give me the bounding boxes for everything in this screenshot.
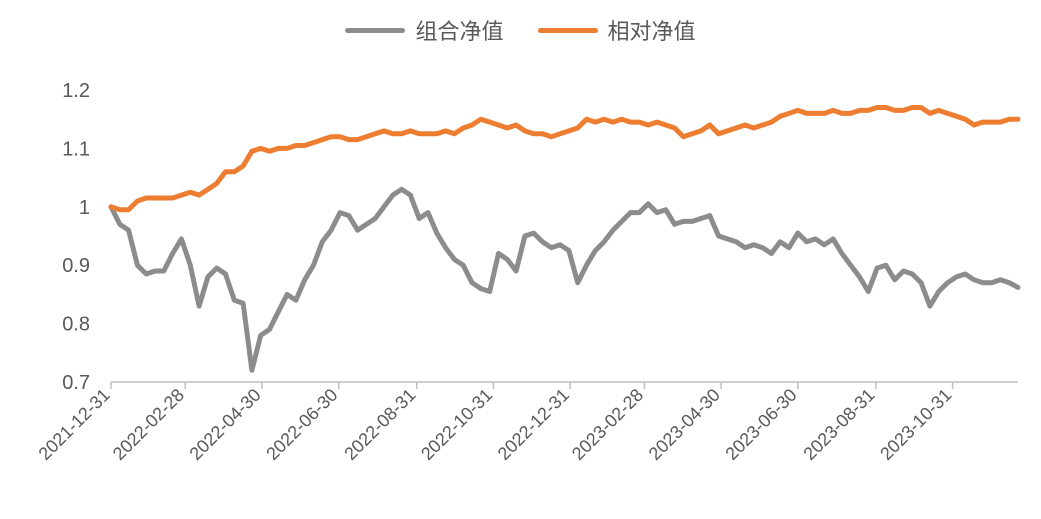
legend-label-portfolio: 组合净值 — [415, 20, 504, 45]
x-tick-label: 2022-10-31 — [417, 385, 496, 464]
legend-item-portfolio: 组合净值 — [345, 14, 504, 46]
x-tick-label: 2023-04-30 — [645, 385, 724, 464]
y-axis: 0.7 0.8 0.9 1 1.1 1.2 — [62, 80, 90, 394]
x-tick-label: 2022-04-30 — [186, 385, 265, 464]
series-layer — [108, 105, 1021, 373]
chart-legend: 组合净值 相对净值 — [0, 14, 1041, 46]
legend-swatch-relative — [537, 27, 598, 33]
x-tick-label: 2023-08-31 — [799, 385, 878, 464]
x-tick-label: 2023-10-31 — [876, 385, 955, 464]
y-tick-label: 1.1 — [62, 138, 90, 160]
series-line-relative — [108, 105, 1021, 213]
y-tick-label: 0.8 — [62, 314, 90, 336]
y-tick-label: 1.2 — [62, 80, 90, 102]
x-tick-label: 2023-06-30 — [721, 385, 800, 464]
x-tick-label: 2022-08-31 — [340, 385, 419, 464]
series-line-portfolio — [108, 186, 1021, 373]
x-tick-label: 2022-12-31 — [494, 385, 573, 464]
legend-item-relative: 相对净值 — [537, 14, 696, 46]
legend-swatch-portfolio — [345, 27, 406, 33]
x-tick-label: 2022-02-28 — [109, 385, 188, 464]
x-tick-label: 2021-12-31 — [35, 385, 114, 464]
legend-label-relative: 相对净值 — [607, 20, 696, 45]
x-tick-label: 2022-06-30 — [262, 385, 341, 464]
y-tick-label: 0.7 — [62, 372, 90, 394]
x-tick-label: 2023-02-28 — [568, 385, 647, 464]
x-axis: 2021-12-312022-02-282022-04-302022-06-30… — [35, 381, 1018, 464]
y-tick-label: 0.9 — [62, 255, 90, 277]
y-tick-label: 1 — [79, 197, 90, 219]
